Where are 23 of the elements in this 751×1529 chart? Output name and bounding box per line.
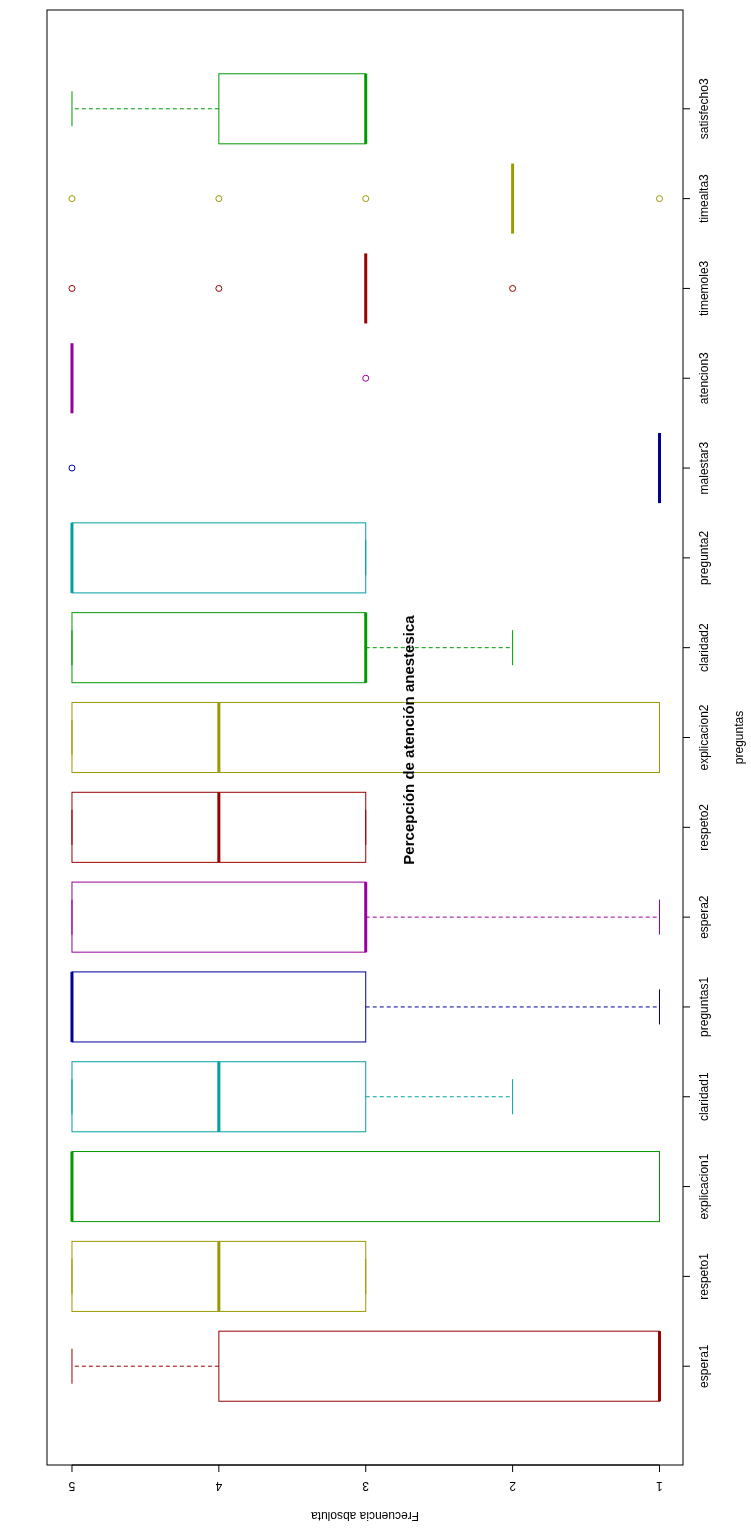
y-tick-label: pregunta2 xyxy=(697,530,712,585)
y-axis-title: preguntas xyxy=(732,710,747,765)
y-tick-label: claridad1 xyxy=(697,1072,712,1122)
y-tick-label: claridad2 xyxy=(697,623,712,673)
y-tick-label: explicacion1 xyxy=(697,1153,712,1220)
y-tick-label: espera2 xyxy=(697,895,712,939)
x-tick-label: 5 xyxy=(68,1478,76,1493)
y-tick-label: respeto2 xyxy=(697,803,712,851)
y-tick-label: satisfecho3 xyxy=(697,78,712,140)
y-tick-label: preguntas1 xyxy=(697,976,712,1037)
y-tick-label: espera1 xyxy=(697,1344,712,1388)
x-tick-label: 3 xyxy=(362,1478,370,1493)
x-tick-label: 1 xyxy=(655,1478,663,1493)
text: Percepción de atención anestesica xyxy=(399,614,417,865)
x-tick-label: 4 xyxy=(215,1478,223,1493)
y-tick-label: explicacion2 xyxy=(697,704,712,771)
y-tick-label: timemole3 xyxy=(697,260,712,317)
y-tick-label: timealta3 xyxy=(697,173,712,223)
y-tick-label: respeto1 xyxy=(697,1252,712,1300)
y-tick-label: atencion3 xyxy=(697,351,712,405)
x-axis-title: Frecuencia absoluta xyxy=(310,1508,420,1523)
x-tick-label: 2 xyxy=(508,1478,516,1493)
y-tick-label: malestar3 xyxy=(697,441,712,495)
